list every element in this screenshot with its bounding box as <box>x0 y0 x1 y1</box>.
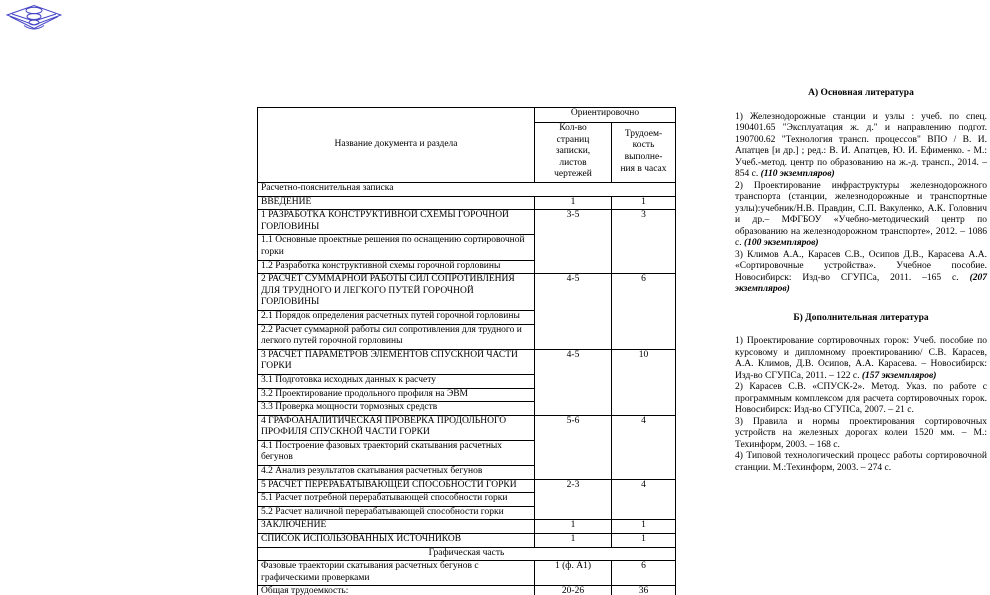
doc-name-cell: Фазовые траектории скатывания расчетных … <box>257 560 535 587</box>
table-subheader-row: Кол-во страниц записки, листов чертежей … <box>258 122 676 183</box>
doc-name-cell: 3.2 Проектирование продольного профиля н… <box>257 387 535 403</box>
literature-section-heading: А) Основная литература <box>808 88 914 98</box>
work-plan-table-container: Название документа и раздела Ориентирово… <box>257 107 676 595</box>
copies-count-emphasis: (157 экземпляров) <box>861 370 937 381</box>
literature-item-text: 1) Железнодорожные станции и узлы : учеб… <box>735 111 987 180</box>
doc-name-cell: Общая трудоемкость: <box>257 585 535 595</box>
university-emblem-icon <box>6 4 62 30</box>
pages-cell: 4-5 <box>534 348 612 416</box>
doc-name-cell: 4.1 Построение фазовых траекторий скатыв… <box>257 439 535 467</box>
literature-column: А) Основная литература 1) Железнодорожные… <box>735 88 987 474</box>
doc-name-cell: 2.2 Расчет суммарной работы сил сопротив… <box>257 323 535 350</box>
doc-name-cell: 5.2 Расчет наличной перерабатывающей спо… <box>257 505 535 521</box>
doc-name-cell: 2.1 Порядок определения расчетных путей … <box>257 309 535 325</box>
pages-cell: 1 (ф. А1) <box>534 560 612 587</box>
doc-name-cell: 3.3 Проверка мощности тормозных средств <box>257 401 535 416</box>
literature-item-text: 2) Карасев С.В. «СПУСК-2». Метод. Указ. … <box>735 382 987 415</box>
doc-name-cell: 5 РАСЧЕТ ПЕРЕРАБАТЫВАЮЩЕЙ СПОСОБНОСТИ ГО… <box>257 478 535 494</box>
doc-name-cell: 3.1 Подготовка исходных данных к расчету <box>257 373 535 389</box>
table-row: Общая трудоемкость: 20-26 36 <box>257 585 676 595</box>
hours-cell: 6 <box>611 273 676 350</box>
doc-name-cell: ЗАКЛЮЧЕНИЕ <box>257 519 535 535</box>
doc-name-cell: 5.1 Расчет потребной перерабатывающей сп… <box>257 492 535 507</box>
hours-cell: 1 <box>611 195 676 211</box>
table-row: Расчетно-пояснительная записка <box>257 182 676 197</box>
pages-cell: 5-6 <box>534 414 612 480</box>
literature-item: 1) Проектирование сортировочных горок: У… <box>735 336 987 382</box>
table-row: 1 РАЗРАБОТКА КОНСТРУКТИВНОЙ СХЕМЫ ГОРОЧН… <box>257 209 676 275</box>
copies-count-emphasis: (110 экземпляров) <box>760 169 835 179</box>
table-row: 4 ГРАФОАНАЛИТИЧЕСКАЯ ПРОВЕРКА ПРОДОЛЬНОГ… <box>257 414 676 480</box>
literature-item: 2) Карасев С.В. «СПУСК-2». Метод. Указ. … <box>735 382 987 417</box>
doc-name-cell: 4.2 Анализ результатов скатывания расчет… <box>257 465 535 480</box>
hours-cell: 3 <box>611 209 676 275</box>
literature-item-text: 1) Проектирование сортировочных горок: У… <box>735 336 987 381</box>
literature-item: 4) Типовой технологический процесс работ… <box>735 451 987 474</box>
column-header-pages: Кол-во страниц записки, листов чертежей <box>534 122 612 183</box>
hours-cell: 1 <box>611 519 676 535</box>
hours-cell: 10 <box>611 348 676 416</box>
literature-item-text: 4) Типовой технологический процесс работ… <box>735 451 987 473</box>
work-plan-table: Название документа и раздела Ориентирово… <box>257 107 676 595</box>
table-row: 2.2 Расчет суммарной работы сил сопротив… <box>257 323 676 350</box>
literature-item: 1) Железнодорожные станции и узлы : учеб… <box>735 112 987 181</box>
literature-item: 3) Климов А.А., Карасев С.В., Осипов Д.В… <box>735 250 987 296</box>
pages-cell: 1 <box>534 519 612 535</box>
hours-cell: 1 <box>611 533 676 548</box>
section-divider-cell: Графическая часть <box>257 546 676 562</box>
pages-cell: 2-3 <box>534 478 612 521</box>
table-header-row: Название документа и раздела Ориентирово… <box>257 107 676 183</box>
table-row: 5 РАСЧЕТ ПЕРЕРАБАТЫВАЮЩЕЙ СПОСОБНОСТИ ГО… <box>257 478 676 521</box>
literature-item: 2) Проектирование инфраструктуры железно… <box>735 181 987 250</box>
table-row: 3 РАСЧЕТ ПАРАМЕТРОВ ЭЛЕМЕНТОВ СПУСКНОЙ Ч… <box>257 348 676 416</box>
literature-item: 3) Правила и нормы проектирования сортир… <box>735 417 987 452</box>
hours-cell: 36 <box>611 585 676 595</box>
pages-cell: 3-5 <box>534 209 612 275</box>
hours-cell: 4 <box>611 414 676 480</box>
doc-name-cell: ВВЕДЕНИЕ <box>257 195 535 211</box>
pages-cell: 1 <box>534 195 612 211</box>
column-header-document-name: Название документа и раздела <box>257 107 535 183</box>
table-row: Фазовые траектории скатывания расчетных … <box>257 560 676 587</box>
doc-name-cell: 3 РАСЧЕТ ПАРАМЕТРОВ ЭЛЕМЕНТОВ СПУСКНОЙ Ч… <box>257 348 535 375</box>
table-row: СПИСОК ИСПОЛЬЗОВАННЫХ ИСТОЧНИКОВ 1 1 <box>257 533 676 548</box>
doc-name-cell: 1 РАЗРАБОТКА КОНСТРУКТИВНОЙ СХЕМЫ ГОРОЧН… <box>257 209 535 236</box>
table-row: ЗАКЛЮЧЕНИЕ 1 1 <box>257 519 676 535</box>
doc-name-cell: 4 ГРАФОАНАЛИТИЧЕСКАЯ ПРОВЕРКА ПРОДОЛЬНОГ… <box>257 414 535 441</box>
section-divider-cell: Расчетно-пояснительная записка <box>257 182 676 197</box>
copies-count-emphasis: (100 экземпляров) <box>743 238 819 248</box>
literature-item-text: 3) Климов А.А., Карасев С.В., Осипов Д.В… <box>735 249 987 283</box>
column-header-labor-hours: Трудоем- кость выполне- ния в часах <box>611 122 676 183</box>
hours-cell: 4 <box>611 478 676 521</box>
doc-name-cell: 1.1 Основные проектные решения по оснаще… <box>257 234 535 261</box>
table-row: 2 РАСЧЕТ СУММАРНОЙ РАБОТЫ СИЛ СОПРОТИВЛЕ… <box>257 273 676 350</box>
hours-cell: 6 <box>611 560 676 587</box>
doc-name-cell: СПИСОК ИСПОЛЬЗОВАННЫХ ИСТОЧНИКОВ <box>257 533 535 548</box>
table-row: 1.1 Основные проектные решения по оснаще… <box>257 234 676 261</box>
copies-count-emphasis: (207 экземпляров) <box>735 272 987 295</box>
column-group-header-approximate: Ориентировочно <box>534 107 676 123</box>
table-row: ВВЕДЕНИЕ 1 1 <box>257 195 676 211</box>
literature-item-text: 2) Проектирование инфраструктуры железно… <box>735 180 987 249</box>
literature-section-heading: Б) Дополнительная литература <box>793 312 929 323</box>
doc-name-cell: 1.2 Разработка конструктивной схемы горо… <box>257 259 535 275</box>
pages-cell: 1 <box>534 533 612 548</box>
pages-cell: 4-5 <box>534 273 612 350</box>
table-row: 4.1 Построение фазовых траекторий скатыв… <box>257 439 676 467</box>
pages-cell: 20-26 <box>534 585 612 595</box>
literature-item-text: 3) Правила и нормы проектирования сортир… <box>735 416 987 450</box>
table-row: Графическая часть <box>257 546 676 562</box>
doc-name-cell: 2 РАСЧЕТ СУММАРНОЙ РАБОТЫ СИЛ СОПРОТИВЛЕ… <box>257 273 535 311</box>
